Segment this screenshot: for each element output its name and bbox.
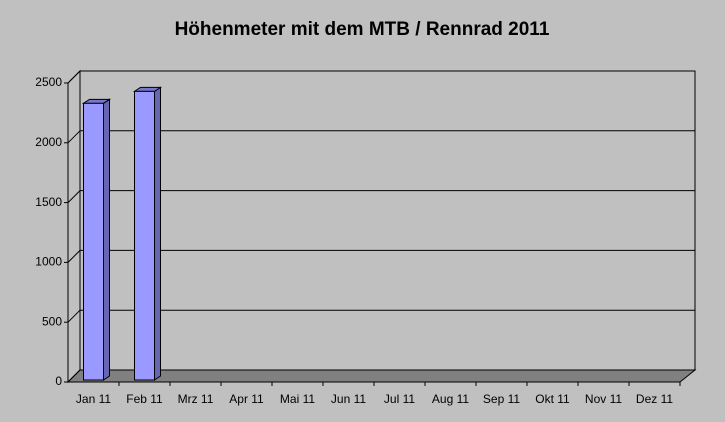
bar-side [103, 98, 110, 381]
y-tick-label: 500 [42, 314, 62, 328]
x-tick-label: Dez 11 [636, 392, 673, 406]
grid-line [67, 250, 81, 263]
grid-line [67, 130, 81, 144]
grid-line [67, 309, 81, 323]
floor [66, 369, 697, 383]
back-wall [79, 70, 696, 371]
x-tick-label: Aug 11 [432, 392, 469, 406]
y-tick-label: 1000 [35, 255, 62, 269]
x-tick-label: Okt 11 [535, 392, 570, 406]
x-tick-label: Apr 11 [229, 392, 264, 406]
y-tick-label: 2000 [35, 135, 62, 149]
grid-line [67, 190, 81, 203]
grid-line [67, 369, 81, 383]
y-tick-label: 1500 [35, 195, 62, 209]
x-tick-label: Jun 11 [331, 392, 366, 406]
side-wall [67, 69, 81, 384]
bar-side [154, 86, 161, 381]
y-tick-label: 2500 [35, 75, 62, 89]
y-tick-label: 0 [55, 374, 62, 388]
x-tick-label: Jan 11 [76, 392, 111, 406]
x-tick-label: Nov 11 [585, 392, 622, 406]
x-tick-label: Feb 11 [126, 392, 163, 406]
x-tick-label: Mai 11 [280, 392, 315, 406]
grid-line [67, 70, 81, 84]
chart-title: Höhenmeter mit dem MTB / Rennrad 2011 [175, 19, 550, 40]
x-tick-label: Mrz 11 [178, 392, 214, 406]
bar [83, 102, 104, 381]
bar [134, 90, 155, 381]
x-tick-label: Jul 11 [384, 392, 415, 406]
x-tick-label: Sep 11 [483, 392, 520, 406]
